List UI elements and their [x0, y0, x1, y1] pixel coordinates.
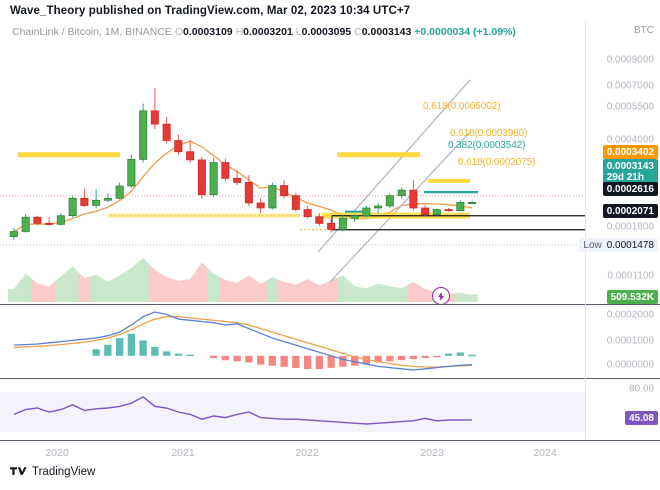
time-axis-label: 2023	[420, 447, 444, 459]
tradingview-logo	[10, 466, 27, 475]
tradingview-wordmark: TradingView	[32, 466, 96, 478]
chart-legend: ChainLink / Bitcoin, 1M, BINANCE O0.0003…	[12, 26, 516, 38]
axis-tick: 0.0001100	[607, 270, 654, 282]
legend-low-label: L	[295, 26, 302, 38]
low-price-tag: Low 0.0001478	[579, 238, 658, 252]
time-axis-label: 2022	[295, 447, 319, 459]
pane-divider-2	[0, 378, 660, 379]
axis-tick: 0.0000000	[606, 359, 654, 371]
countdown-value: 29d 21h	[606, 172, 644, 183]
price-chart-canvas	[0, 79, 585, 302]
legend-close-label: C	[354, 26, 362, 38]
axis-tick: 0.0002000	[606, 309, 654, 321]
low-label: Low	[583, 239, 602, 251]
rsi-chart-canvas	[0, 392, 585, 432]
legend-close-value: 0.0003143	[361, 26, 412, 38]
legend-change: +0.0000034 (+1.09%)	[414, 26, 516, 38]
pane-divider-3	[0, 440, 660, 441]
time-axis-label: 2021	[171, 447, 195, 459]
time-axis-label: 2024	[533, 447, 557, 459]
axis-tick: 80.00	[628, 383, 654, 395]
lightning-bolt-icon[interactable]	[432, 287, 450, 305]
axis-tick: 0.0001800	[606, 221, 654, 233]
publish-header: Wave_Theory published on TradingView.com…	[10, 5, 411, 17]
axis-tick: 0.0007000	[606, 80, 654, 92]
last-price-badge[interactable]: 0.0003143 29d 21h	[602, 159, 658, 185]
rsi-badge[interactable]: 45.08	[624, 411, 658, 425]
low-value: 0.0001478	[606, 239, 654, 251]
rsi-pane[interactable]	[0, 380, 585, 440]
macd-pane[interactable]	[0, 306, 585, 378]
footer-brand: TradingView	[10, 466, 95, 478]
legend-open-label: O	[174, 26, 183, 38]
legend-symbol[interactable]: ChainLink / Bitcoin, 1M, BINANCE	[12, 26, 172, 38]
fib-0618-lower[interactable]: 0.618(0.0002075)	[458, 157, 536, 168]
support-badge-2[interactable]: 0.0002071	[602, 204, 658, 218]
time-axis[interactable]: 2020 2021 2022 2023 2024	[0, 441, 585, 467]
pane-divider-1	[0, 304, 660, 305]
axis-tick: 0.0001000	[606, 335, 654, 347]
price-axis-divider	[585, 20, 586, 440]
legend-low-value: 0.0003095	[301, 26, 352, 38]
legend-open-value: 0.0003109	[183, 26, 233, 38]
legend-high-value: 0.0003201	[243, 26, 293, 38]
axis-tick: 0.0009000	[606, 54, 654, 66]
fib-0618-upper[interactable]: 0.618(0.0005002)	[423, 101, 501, 112]
axis-tick: 0.0005500	[606, 101, 654, 113]
time-axis-label: 2020	[45, 447, 69, 459]
fib-0382[interactable]: 0.382(0.0003542)	[448, 140, 526, 151]
price-pane[interactable]	[0, 20, 585, 304]
last-price-value: 0.0003143	[606, 161, 654, 172]
fib-0618-mid[interactable]: 0.618(0.0003980)	[450, 128, 528, 139]
price-axis[interactable]: BTC 0.0009000 0.0007000 0.0005500 0.0004000…	[579, 20, 660, 440]
axis-unit-label: BTC	[634, 25, 654, 36]
fib-price-badge[interactable]: 0.0003402	[602, 145, 658, 159]
axis-tick: 0.0004000	[606, 134, 654, 146]
macd-chart-canvas	[13, 311, 476, 371]
legend-high-label: H	[235, 26, 244, 38]
volume-badge[interactable]: 509.532K	[606, 290, 658, 304]
support-badge-1[interactable]: 0.0002616	[602, 182, 658, 196]
